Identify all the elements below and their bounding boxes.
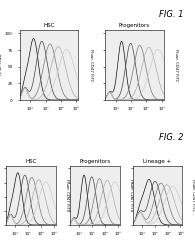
Title: Lineage +: Lineage + [143,159,172,164]
Text: FIG. 1: FIG. 1 [159,10,184,19]
Title: HSC: HSC [25,159,36,164]
Text: FIG. 2: FIG. 2 [159,132,184,141]
Y-axis label: % of Max: % of Max [0,54,4,76]
Text: Fluor. CD47 FITC: Fluor. CD47 FITC [129,179,133,212]
Text: Fluor. CD47 FITC: Fluor. CD47 FITC [89,49,93,81]
Text: Fluor. CD47 FITC: Fluor. CD47 FITC [65,179,68,212]
Text: Fluor. CD47 FITC: Fluor. CD47 FITC [191,179,195,212]
Title: Progenitors: Progenitors [119,23,150,28]
Text: Fluor. CD47 FITC: Fluor. CD47 FITC [174,49,178,81]
Title: Progenitors: Progenitors [80,159,111,164]
Title: HSC: HSC [43,23,54,28]
